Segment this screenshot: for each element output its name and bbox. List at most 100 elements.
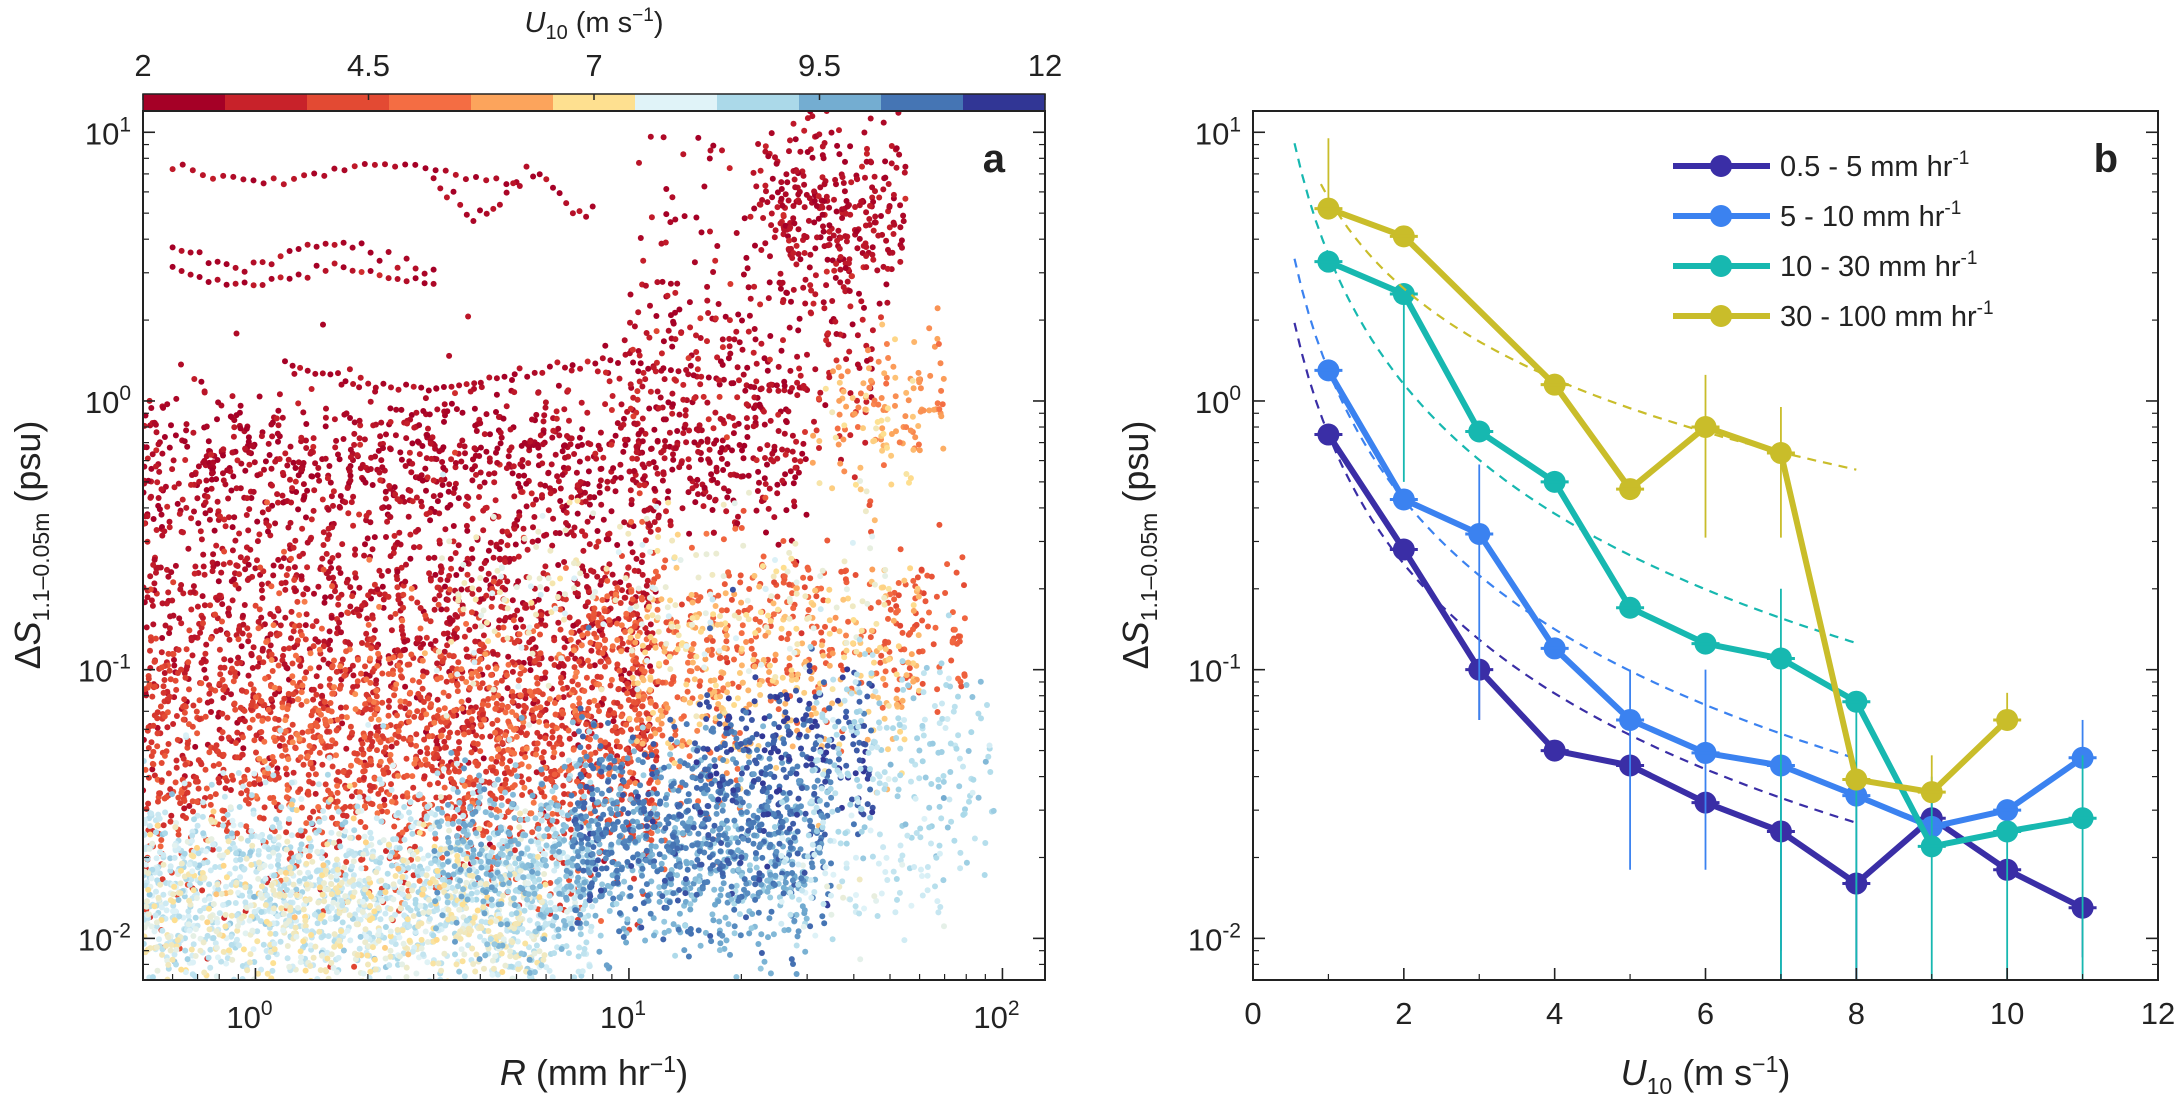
data-point xyxy=(810,300,817,307)
data-point xyxy=(343,410,350,417)
data-point xyxy=(307,723,314,730)
data-point xyxy=(516,365,523,372)
data-point xyxy=(626,468,633,475)
data-point xyxy=(347,723,354,730)
data-point xyxy=(829,485,836,492)
data-point xyxy=(934,305,941,312)
data-point xyxy=(199,887,206,894)
data-point xyxy=(526,688,533,695)
data-point xyxy=(637,360,644,367)
data-point xyxy=(485,547,492,554)
data-point xyxy=(279,469,286,476)
data-point xyxy=(378,419,385,426)
data-point xyxy=(385,275,392,282)
data-point xyxy=(535,655,542,662)
data-point xyxy=(451,766,458,773)
data-point xyxy=(352,546,359,553)
data-point xyxy=(149,602,156,609)
data-point xyxy=(735,311,742,318)
data-point xyxy=(858,198,865,205)
data-point xyxy=(477,596,484,603)
data-point xyxy=(416,475,423,482)
data-point xyxy=(343,859,350,865)
data-point xyxy=(270,572,277,579)
data-point xyxy=(536,718,543,725)
data-point xyxy=(481,431,488,438)
data-point xyxy=(237,485,244,492)
data-point xyxy=(875,358,882,365)
data-point xyxy=(356,511,363,518)
colorbar-segment xyxy=(635,94,718,111)
data-point xyxy=(573,712,580,719)
data-point xyxy=(566,614,573,621)
data-point xyxy=(268,421,275,428)
data-point xyxy=(892,402,898,409)
data-point xyxy=(200,551,207,558)
data-point xyxy=(243,512,250,518)
data-point xyxy=(840,436,847,443)
data-point xyxy=(647,133,654,140)
data-point xyxy=(181,670,188,677)
data-point xyxy=(802,429,808,435)
data-point xyxy=(437,492,444,499)
data-point xyxy=(408,585,415,592)
data-point xyxy=(145,675,152,682)
data-point xyxy=(502,781,509,787)
data-point xyxy=(791,236,798,243)
data-point xyxy=(618,648,625,655)
data-point xyxy=(750,169,757,176)
data-point xyxy=(831,196,837,203)
data-point xyxy=(884,299,891,306)
data-point xyxy=(719,336,726,343)
data-point xyxy=(443,606,450,613)
data-point xyxy=(421,736,428,743)
data-point xyxy=(333,752,339,759)
data-point xyxy=(326,531,332,538)
data-point xyxy=(282,717,289,724)
data-point xyxy=(854,424,861,430)
data-point xyxy=(856,235,863,242)
data-point xyxy=(434,406,441,413)
data-point xyxy=(251,459,258,466)
data-point xyxy=(661,376,668,383)
data-point xyxy=(695,134,702,141)
data-point xyxy=(631,468,638,474)
data-point xyxy=(199,593,206,600)
data-point xyxy=(614,700,621,706)
data-point xyxy=(222,523,229,530)
data-point xyxy=(161,677,168,683)
data-point xyxy=(464,527,471,534)
data-point xyxy=(276,391,283,398)
data-point xyxy=(196,697,203,704)
data-point xyxy=(276,456,283,462)
data-point xyxy=(280,181,287,188)
data-point xyxy=(471,380,478,387)
data-point xyxy=(726,165,733,172)
data-point xyxy=(265,706,272,713)
data-point xyxy=(592,360,599,367)
data-point xyxy=(362,706,368,713)
data-point xyxy=(497,429,504,436)
data-point xyxy=(189,472,195,478)
data-point xyxy=(310,734,317,741)
data-point xyxy=(215,578,222,585)
data-point xyxy=(344,609,351,616)
data-point xyxy=(902,195,909,202)
data-point xyxy=(614,753,621,760)
data-point xyxy=(322,414,329,421)
data-point xyxy=(762,240,769,247)
data-point xyxy=(425,555,432,562)
data-point xyxy=(232,740,239,746)
data-point xyxy=(234,830,241,837)
data-point xyxy=(258,729,265,735)
data-point xyxy=(693,214,700,221)
data-point xyxy=(654,279,661,286)
data-point xyxy=(795,469,802,476)
data-point xyxy=(201,666,208,673)
data-point xyxy=(889,249,896,256)
data-point xyxy=(369,546,376,553)
data-point xyxy=(841,422,848,429)
data-point xyxy=(735,513,741,520)
data-point xyxy=(939,401,946,408)
data-point xyxy=(660,469,667,476)
